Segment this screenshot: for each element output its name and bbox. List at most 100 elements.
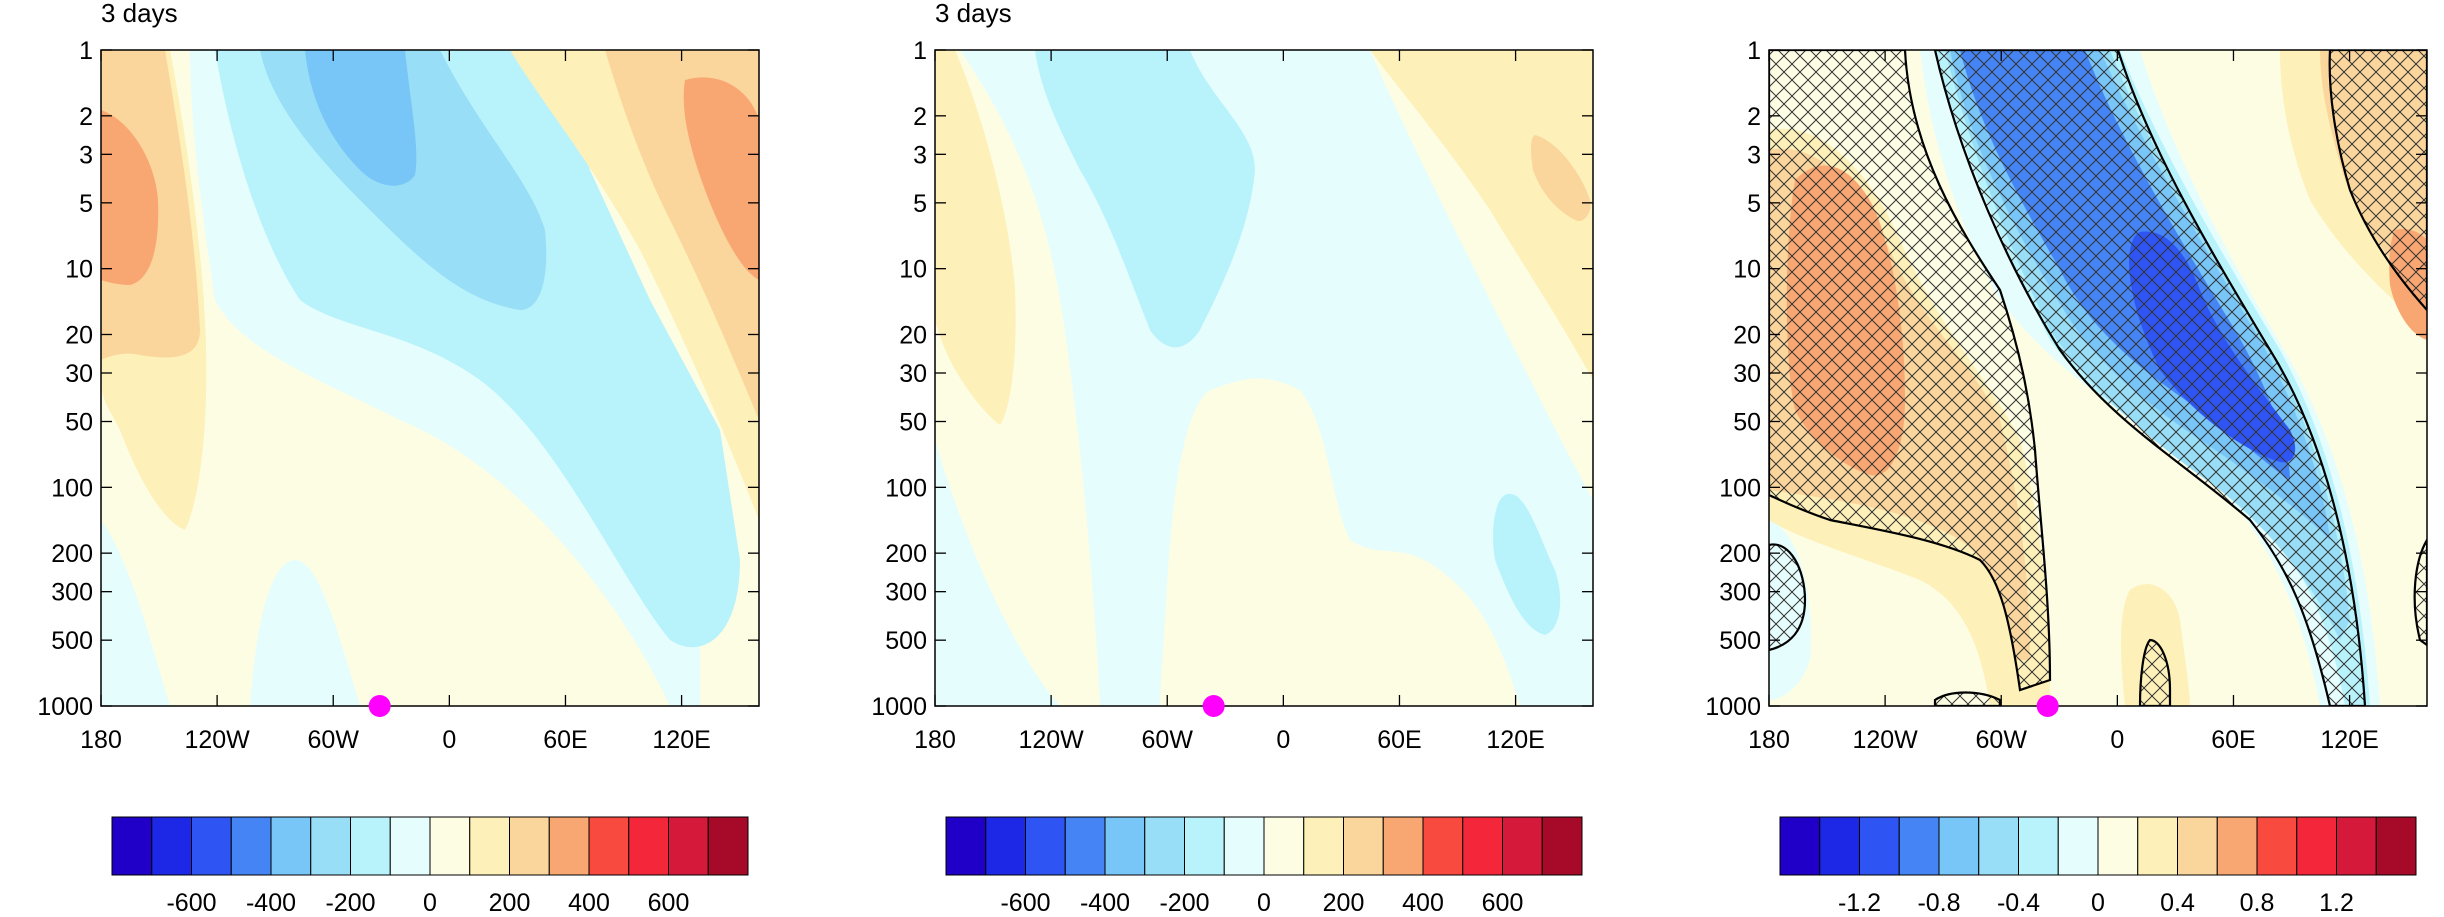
- panel-1-y-tick-label: 1000: [37, 693, 93, 721]
- panel-3-colorbar-box-2: [1859, 816, 1900, 876]
- panel-2-colorbar-box-12: [1422, 816, 1464, 876]
- panel-3-colorbar: -1.2 -0.8 -0.4 0 0.4 0.8 1.2: [1779, 816, 2417, 917]
- panel-3-colorbar-label: 0: [2091, 889, 2105, 917]
- panel-1-colorbar-label: -600: [166, 889, 216, 917]
- panel-1-region-dark-orange-e: [683, 77, 759, 280]
- panel-1-colorbar-box-4: [270, 816, 312, 876]
- panel-2-y-tick-label: 200: [885, 540, 927, 568]
- panel-2-y-tick-label: 2: [913, 103, 927, 131]
- panel-2-y-tick-label: 500: [885, 627, 927, 655]
- panel-3-colorbar-box-5: [1978, 816, 2019, 876]
- panel-1: 3 days 1 2 3 5 10 20 30 50 100 200 300 500 1000 180 12…: [37, 0, 760, 917]
- panel-2-marker: [1202, 695, 1225, 717]
- panel-3-colorbar-box-4: [1938, 816, 1980, 876]
- panel-1-y-tick-label: 3: [79, 141, 93, 169]
- panel-1-colorbar-box-1: [151, 816, 192, 876]
- panel-2-colorbar-label: 400: [1402, 889, 1444, 917]
- panel-2-region-yellow-w: [935, 50, 1016, 425]
- panel-2-region-blue-lower: [1493, 493, 1561, 635]
- panel-2-title: 3 days: [935, 0, 1012, 28]
- panel-1-colorbar-box-8: [429, 816, 471, 876]
- panel-2-y-tick-label: 3: [913, 141, 927, 169]
- panel-2-colorbar-box-15: [1541, 816, 1583, 876]
- panel-1-colorbar-label: -400: [246, 889, 296, 917]
- panel-1-y-tick-label: 500: [51, 627, 93, 655]
- panel-3-marker: [2036, 695, 2059, 717]
- panel-1-y-tick-label: 30: [65, 360, 93, 388]
- panel-3-colorbar-label: 1.2: [2319, 889, 2354, 917]
- panel-1-x-tick-label: 120W: [184, 726, 250, 754]
- panel-2-x-tick-label: 60E: [1377, 726, 1421, 754]
- panel-1-colorbar-box-9: [469, 816, 510, 876]
- panel-3-colorbar-label: 0.8: [2240, 889, 2275, 917]
- panel-3-x-tick-label: 60W: [1976, 726, 2028, 754]
- panel-2-plot-frame: [934, 49, 1594, 707]
- panel-3-y-tick-label: 3: [1747, 141, 1761, 169]
- panel-1-y-tick-label: 200: [51, 540, 93, 568]
- panel-3-colorbar-label: -0.8: [1917, 889, 1960, 917]
- panel-1-colorbar-box-12: [588, 816, 630, 876]
- panel-3-y-tick-label: 10: [1733, 256, 1761, 284]
- panel-2-region-light-blue-sw: [935, 440, 1060, 706]
- panel-1-y-tick-label: 100: [51, 474, 93, 502]
- panel-2-x-tick-label: 180: [914, 726, 956, 754]
- panel-2-colorbar-box-8: [1263, 816, 1305, 876]
- panel-2-y-tick-label: 10: [899, 256, 927, 284]
- panel-1-colorbar-box-0: [111, 816, 153, 876]
- panel-2-y-tick-label: 1: [913, 37, 927, 65]
- panel-3-y-tick-label: 2: [1747, 103, 1761, 131]
- panel-1-colorbar-label: 400: [568, 889, 610, 917]
- panel-1-colorbar-box-5: [310, 816, 351, 876]
- panel-3-contour-fill: [1769, 50, 2427, 706]
- panel-3-colorbar-box-9: [2137, 816, 2178, 876]
- panel-3-y-tick-label: 50: [1733, 409, 1761, 437]
- panel-1-colorbar-label: -200: [325, 889, 375, 917]
- panel-1-colorbar-label: 0: [423, 889, 437, 917]
- panel-2-colorbar-box-13: [1462, 816, 1503, 876]
- panel-2-colorbar-box-1: [985, 816, 1026, 876]
- panel-2-colorbar-box-0: [945, 816, 987, 876]
- panel-3-x-tick-label: 120W: [1852, 726, 1918, 754]
- panel-2-y-tick-label: 20: [899, 321, 927, 349]
- panel-1-colorbar-box-10: [509, 816, 550, 876]
- panel-2-colorbar-box-6: [1184, 816, 1225, 876]
- panel-1-colorbar-box-13: [628, 816, 669, 876]
- panel-3-y-tick-label: 500: [1719, 627, 1761, 655]
- panel-2-colorbar-label: 0: [1257, 889, 1271, 917]
- panel-2-y-tick-label: 1000: [871, 693, 927, 721]
- panel-3-colorbar-box-14: [2336, 816, 2377, 876]
- panel-2-colorbar-box-5: [1144, 816, 1185, 876]
- panel-1-x-tick-label: 180: [80, 726, 122, 754]
- panel-2-colorbar-label: -400: [1080, 889, 1130, 917]
- panel-1-region-light-blue-low: [250, 560, 360, 706]
- panel-1-y-tick-label: 5: [79, 190, 93, 218]
- panel-2-colorbar-box-7: [1223, 816, 1265, 876]
- panel-1-y-tick-label: 2: [79, 103, 93, 131]
- panel-1-colorbar-label: 600: [648, 889, 690, 917]
- panel-1-x-tick-label: 60W: [308, 726, 360, 754]
- panel-2-colorbar: -600 -400 -200 0 200 400 600: [945, 816, 1583, 917]
- panel-2-colorbar-box-10: [1343, 816, 1384, 876]
- panel-3-y-tick-label: 200: [1719, 540, 1761, 568]
- panel-3-colorbar-label: -1.2: [1838, 889, 1881, 917]
- panel-1-colorbar-box-7: [389, 816, 431, 876]
- panel-2-region-yellow-e: [1370, 50, 1593, 380]
- panel-2-y-tick-label: 300: [885, 579, 927, 607]
- panel-3-hatched-region-central: [1933, 50, 2367, 706]
- panel-3-y-tick-label: 1: [1747, 37, 1761, 65]
- panel-1-x-tick-label: 120E: [652, 726, 710, 754]
- panel-1-region-mid-blue: [305, 50, 417, 186]
- panel-3-hatched-region-east: [2328, 50, 2427, 312]
- panel-3: 1 2 3 5 10 20 30 50 100 200 300 500 1000 180 120W 60W 0 6…: [1705, 37, 2428, 917]
- panel-1-region-blue-band: [215, 50, 740, 648]
- panel-3-x-tick-label: 180: [1748, 726, 1790, 754]
- panel-3-colorbar-box-1: [1819, 816, 1860, 876]
- panel-3-x-tick-label: 120E: [2320, 726, 2378, 754]
- panel-1-y-tick-label: 10: [65, 256, 93, 284]
- panel-3-colorbar-box-8: [2097, 816, 2139, 876]
- panel-3-colorbar-box-15: [2375, 816, 2417, 876]
- panel-2-y-tick-label: 50: [899, 409, 927, 437]
- panel-3-colorbar-box-11: [2216, 816, 2258, 876]
- panel-2-colorbar-label: 200: [1323, 889, 1365, 917]
